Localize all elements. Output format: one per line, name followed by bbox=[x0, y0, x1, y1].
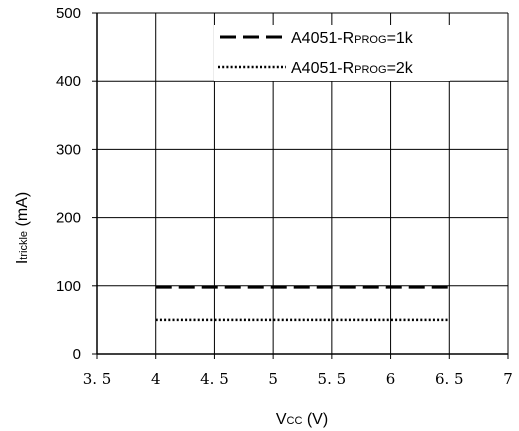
series-lines bbox=[155, 285, 450, 322]
y-tick-label: 200 bbox=[56, 210, 81, 227]
legend: A4051-RPROG=1k A4051-RPROG=2k bbox=[214, 25, 450, 81]
y-tick-label: 400 bbox=[56, 73, 81, 90]
legend-label-1: A4051-RPROG=1k bbox=[291, 30, 414, 47]
y-tick-label: 100 bbox=[56, 278, 81, 295]
legend-label-1-suffix: =1k bbox=[387, 30, 414, 47]
y-tick-label: 0 bbox=[73, 346, 81, 363]
legend-label-1-prefix: A4051-R bbox=[291, 30, 354, 47]
legend-background bbox=[214, 25, 450, 81]
x-axis-label-rest: (V) bbox=[302, 411, 328, 428]
legend-label-2-prefix: A4051-R bbox=[291, 60, 354, 77]
x-tick-labels: 3. 5 4 4. 5 5 5. 5 6 6. 5 7 bbox=[83, 370, 513, 388]
x-axis-label-main: V bbox=[276, 411, 287, 428]
x-axis-label: VCC (V) bbox=[276, 411, 328, 428]
y-axis-label-main: I bbox=[14, 260, 31, 264]
x-tick-label: 6. 5 bbox=[435, 370, 464, 388]
x-axis-label-sub: CC bbox=[287, 415, 303, 427]
y-axis-label: Itrickle (mA) bbox=[14, 192, 31, 264]
x-tick-label: 3. 5 bbox=[83, 370, 112, 388]
y-tick-label: 300 bbox=[56, 141, 81, 158]
x-tick-label: 4. 5 bbox=[200, 370, 229, 388]
x-tick-label: 6 bbox=[386, 370, 396, 388]
legend-label-2-sub: PROG bbox=[354, 64, 386, 76]
legend-label-2: A4051-RPROG=2k bbox=[291, 60, 414, 77]
legend-label-2-suffix: =2k bbox=[387, 60, 414, 77]
x-tick-label: 7 bbox=[503, 370, 513, 388]
y-axis-label-rest: (mA) bbox=[14, 192, 31, 231]
x-tick-label: 4 bbox=[151, 370, 161, 388]
y-tick-label: 500 bbox=[56, 5, 81, 22]
legend-label-1-sub: PROG bbox=[354, 34, 386, 46]
x-tick-label: 5. 5 bbox=[318, 370, 347, 388]
x-tick-label: 5 bbox=[268, 370, 278, 388]
axes bbox=[92, 12, 509, 359]
y-axis-label-sub: trickle bbox=[18, 231, 30, 260]
y-tick-labels: 0 100 200 300 400 500 bbox=[56, 5, 81, 363]
